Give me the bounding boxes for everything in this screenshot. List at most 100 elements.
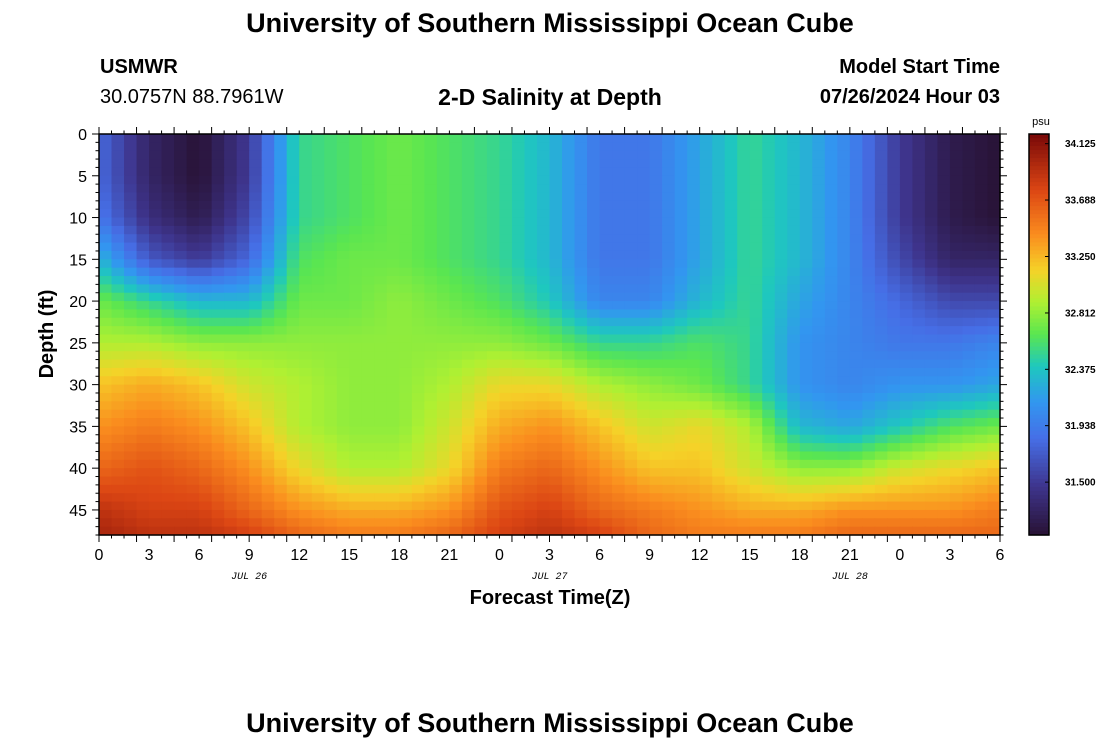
colorbar-swatch bbox=[1029, 222, 1049, 227]
heatmap-cell bbox=[249, 509, 263, 519]
heatmap-cell bbox=[261, 434, 275, 444]
heatmap-cell bbox=[949, 376, 964, 386]
heatmap-cell bbox=[424, 242, 438, 252]
heatmap-cell bbox=[174, 459, 188, 469]
heatmap-cell bbox=[874, 351, 888, 361]
heatmap-cell bbox=[737, 134, 751, 143]
heatmap-cell bbox=[186, 242, 200, 252]
heatmap-cell bbox=[336, 167, 350, 177]
heatmap-cell bbox=[787, 451, 801, 461]
heatmap-cell bbox=[499, 284, 513, 294]
heatmap-cell bbox=[662, 376, 676, 386]
heatmap-cell bbox=[662, 501, 676, 511]
heatmap-cell bbox=[599, 418, 613, 427]
heatmap-cell bbox=[749, 175, 763, 185]
heatmap-cell bbox=[887, 159, 901, 169]
heatmap-cell bbox=[699, 175, 713, 185]
heatmap-cell bbox=[737, 493, 751, 503]
heatmap-cell bbox=[949, 434, 964, 444]
heatmap-cell bbox=[474, 150, 488, 160]
heatmap-cell bbox=[374, 359, 388, 369]
heatmap-cell bbox=[587, 392, 601, 402]
heatmap-cell bbox=[787, 359, 801, 369]
heatmap-cell bbox=[199, 225, 213, 235]
heatmap-cell bbox=[274, 418, 288, 427]
heatmap-cell bbox=[812, 401, 826, 411]
heatmap-cell bbox=[286, 309, 300, 319]
heatmap-cell bbox=[562, 301, 576, 311]
heatmap-cell bbox=[111, 509, 125, 519]
heatmap-cell bbox=[149, 326, 163, 336]
heatmap-cell bbox=[624, 409, 638, 419]
heatmap-cell bbox=[662, 175, 676, 185]
heatmap-cell bbox=[536, 451, 551, 461]
heatmap-cell bbox=[549, 434, 563, 444]
heatmap-cell bbox=[249, 501, 263, 511]
heatmap-cell bbox=[762, 142, 776, 152]
heatmap-cell bbox=[424, 225, 438, 235]
heatmap-cell bbox=[486, 284, 501, 294]
heatmap-cell bbox=[649, 234, 663, 244]
heatmap-cell bbox=[399, 334, 413, 344]
heatmap-cell bbox=[587, 292, 601, 302]
heatmap-cell bbox=[524, 484, 538, 494]
heatmap-cell bbox=[249, 334, 263, 344]
heatmap-cell bbox=[837, 468, 851, 478]
heatmap-cell bbox=[324, 342, 338, 352]
heatmap-cell bbox=[124, 376, 138, 386]
heatmap-cell bbox=[111, 142, 125, 152]
heatmap-cell bbox=[862, 242, 876, 252]
y-tick-label: 10 bbox=[69, 211, 87, 228]
heatmap-cell bbox=[912, 326, 926, 336]
colorbar-tick-label: 32.812 bbox=[1065, 308, 1096, 319]
heatmap-cell bbox=[536, 526, 551, 536]
heatmap-cell bbox=[199, 276, 213, 285]
heatmap-cell bbox=[274, 526, 288, 536]
heatmap-cell bbox=[361, 309, 375, 319]
heatmap-cell bbox=[624, 134, 638, 143]
heatmap-cell bbox=[199, 384, 213, 394]
heatmap-cell bbox=[499, 159, 513, 169]
x-tick-label: 15 bbox=[741, 547, 759, 564]
heatmap-cell bbox=[687, 175, 701, 185]
heatmap-cell bbox=[136, 317, 150, 327]
colorbar-swatch bbox=[1029, 470, 1049, 476]
heatmap-cell bbox=[136, 426, 150, 436]
heatmap-cell bbox=[111, 200, 125, 210]
heatmap-cell bbox=[687, 209, 701, 219]
heatmap-cell bbox=[449, 175, 463, 185]
heatmap-cell bbox=[724, 493, 738, 503]
heatmap-cell bbox=[536, 459, 551, 469]
heatmap-cell bbox=[887, 200, 901, 210]
heatmap-cell bbox=[336, 493, 350, 503]
heatmap-cell bbox=[474, 134, 488, 143]
heatmap-cell bbox=[987, 192, 1001, 202]
x-axis-label: Forecast Time(Z) bbox=[470, 587, 631, 609]
heatmap-cell bbox=[211, 242, 225, 252]
heatmap-cell bbox=[737, 526, 751, 536]
colorbar-swatch bbox=[1029, 146, 1049, 151]
heatmap-cell bbox=[499, 509, 513, 519]
heatmap-cell bbox=[249, 376, 263, 386]
heatmap-cell bbox=[174, 242, 188, 252]
heatmap-cell bbox=[524, 159, 538, 169]
heatmap-cell bbox=[837, 259, 851, 269]
colorbar-swatch bbox=[1029, 154, 1049, 159]
heatmap-cell bbox=[161, 284, 175, 294]
heatmap-cell bbox=[161, 200, 175, 210]
heatmap-cell bbox=[799, 509, 813, 519]
heatmap-cell bbox=[787, 301, 801, 311]
heatmap-cell bbox=[674, 426, 688, 436]
heatmap-cell bbox=[549, 134, 563, 143]
heatmap-cell bbox=[449, 326, 463, 336]
heatmap-cell bbox=[862, 309, 876, 319]
heatmap-cell bbox=[874, 192, 888, 202]
heatmap-cell bbox=[599, 267, 613, 277]
heatmap-cell bbox=[974, 526, 989, 536]
heatmap-cell bbox=[149, 184, 163, 194]
heatmap-cell bbox=[649, 409, 663, 419]
heatmap-cell bbox=[637, 150, 651, 160]
heatmap-cell bbox=[99, 384, 113, 394]
heatmap-cell bbox=[562, 468, 576, 478]
heatmap-cell bbox=[424, 484, 438, 494]
